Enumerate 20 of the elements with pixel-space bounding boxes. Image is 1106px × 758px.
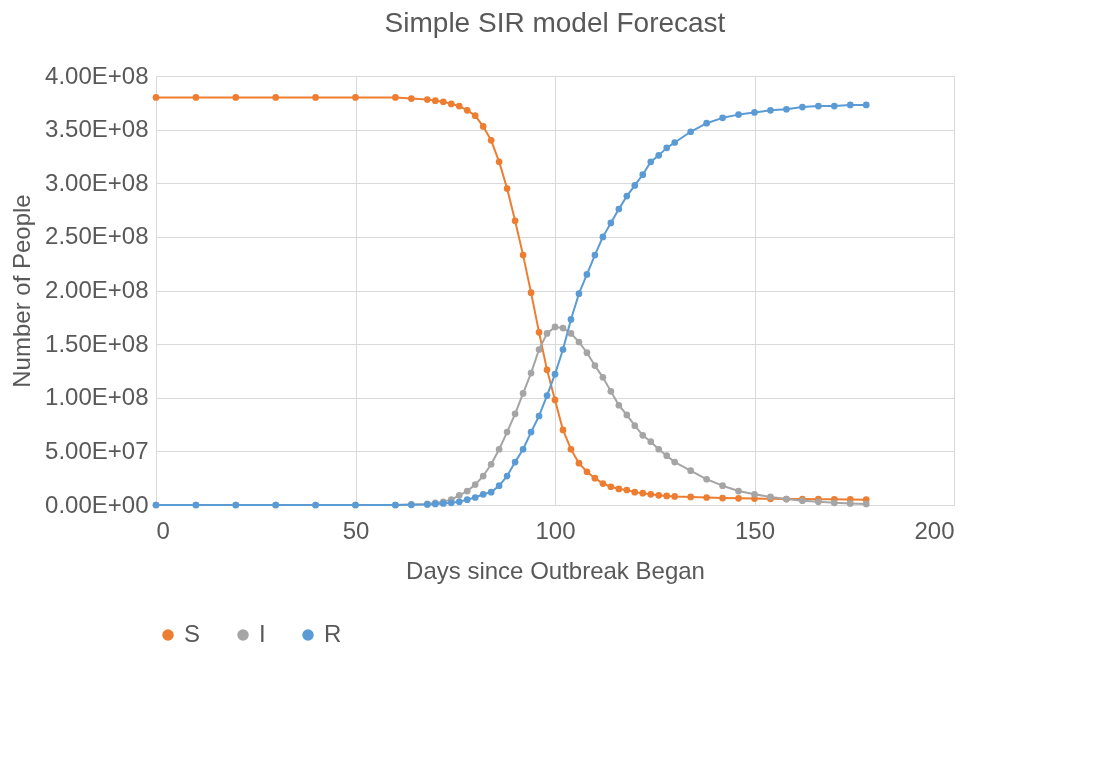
legend-label: S: [184, 620, 201, 647]
x-tick-label: 0: [156, 516, 170, 544]
y-tick-label: 3.50E+08: [45, 115, 149, 143]
x-tick-label: 100: [535, 516, 576, 544]
y-tick-label: 0.00E+00: [45, 490, 149, 518]
y-tick-label: 3.00E+08: [45, 168, 149, 196]
y-tick-label: 5.00E+07: [45, 436, 149, 464]
x-axis-title: Days since Outbreak Began: [406, 556, 705, 584]
y-tick-label: 2.50E+08: [45, 222, 149, 250]
legend-label: I: [259, 620, 266, 647]
y-tick-label: 1.00E+08: [45, 383, 149, 411]
y-axis-title: Number of People: [8, 194, 36, 388]
y-tick-label: 4.00E+08: [45, 61, 149, 89]
chart-title: Simple SIR model Forecast: [384, 7, 726, 38]
x-tick-label: 50: [342, 516, 370, 544]
legend-label: R: [324, 620, 342, 647]
y-tick-label: 2.00E+08: [45, 276, 149, 303]
x-tick-label: 200: [914, 516, 955, 544]
x-tick-label: 150: [734, 516, 776, 544]
y-tick-label: 1.50E+08: [45, 329, 149, 357]
